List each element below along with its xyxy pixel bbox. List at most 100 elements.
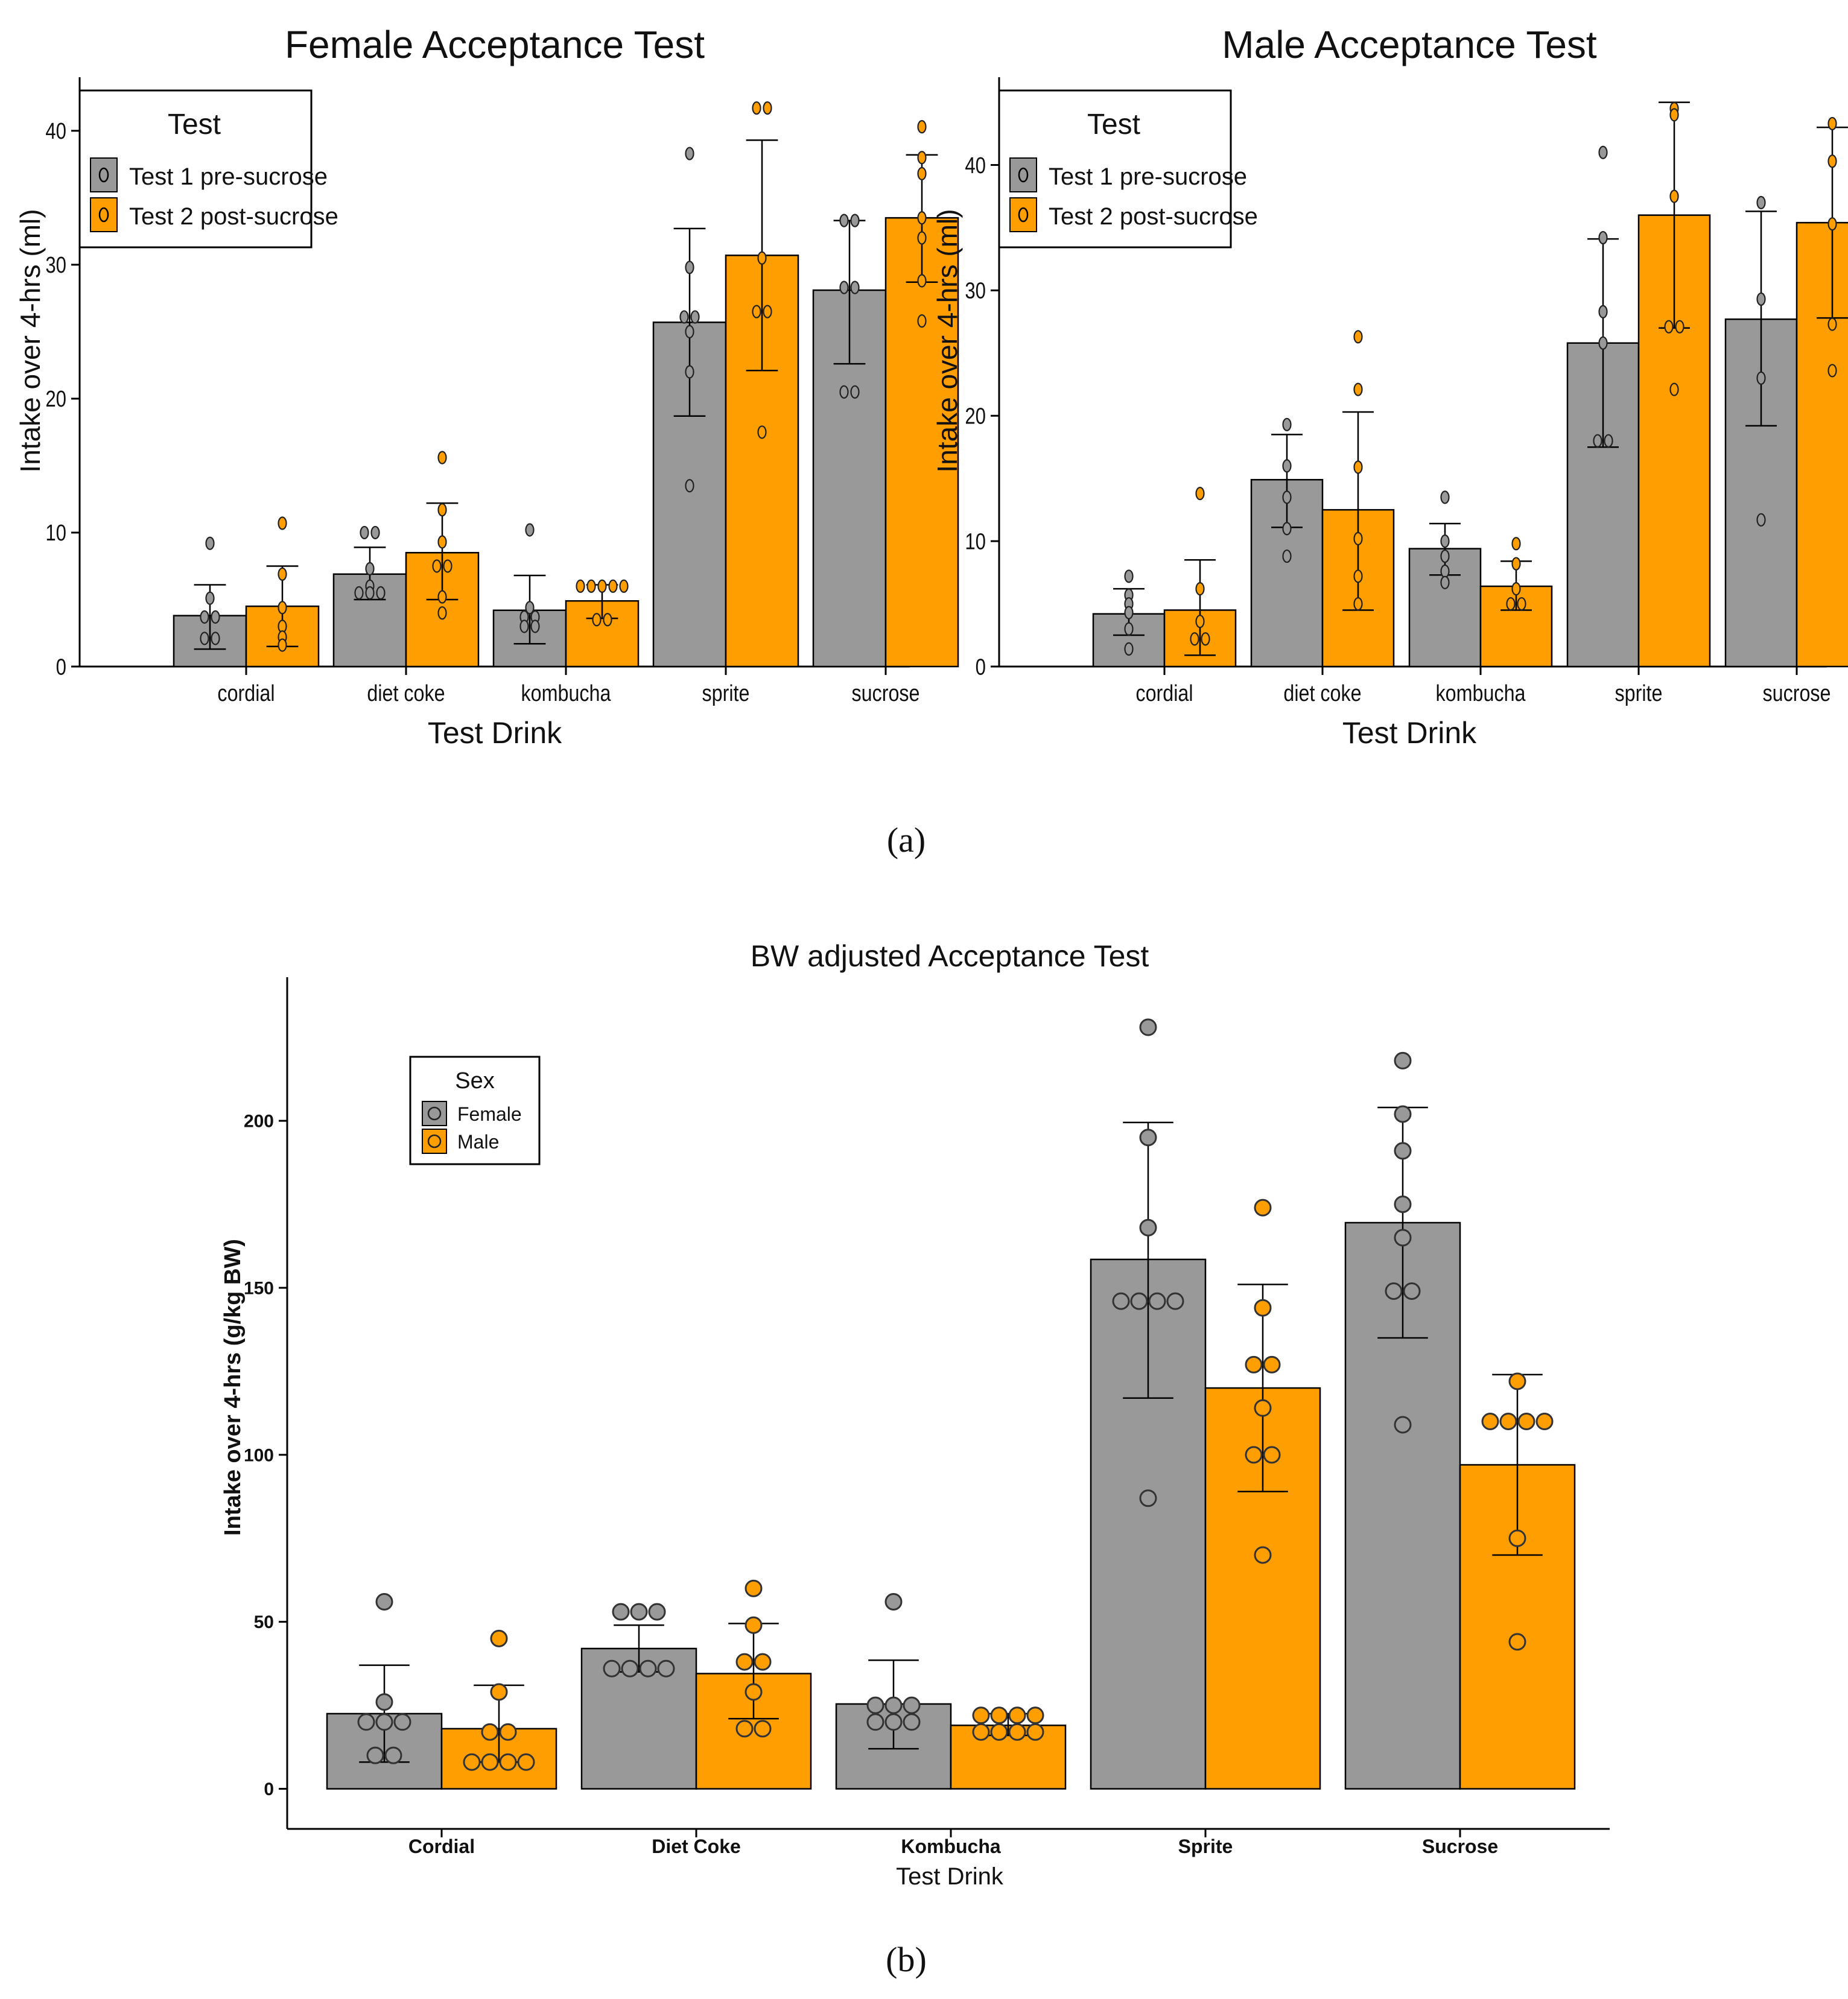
female-data-point bbox=[685, 261, 694, 274]
female-data-point bbox=[763, 101, 772, 115]
male-data-point bbox=[1282, 490, 1292, 504]
bw-data-point bbox=[972, 1706, 990, 1725]
male-data-point bbox=[1827, 116, 1837, 131]
bw-data-point bbox=[735, 1653, 754, 1671]
female-y-tick-label: 10 bbox=[45, 521, 66, 546]
female-data-point bbox=[839, 280, 849, 294]
female-data-point bbox=[205, 591, 215, 605]
female-data-point bbox=[278, 567, 287, 581]
bw-data-point bbox=[1385, 1282, 1403, 1300]
female-data-point bbox=[603, 613, 612, 627]
bw-data-point bbox=[1139, 1218, 1157, 1237]
female-data-point bbox=[850, 280, 860, 294]
female-data-point bbox=[757, 425, 767, 439]
diamond-point-icon bbox=[98, 167, 109, 183]
male-data-point bbox=[1353, 569, 1363, 583]
bw-data-point bbox=[990, 1723, 1008, 1741]
bw-data-point bbox=[1508, 1529, 1526, 1547]
female-y-tick-label: 0 bbox=[56, 654, 66, 680]
male-data-point bbox=[1598, 336, 1608, 350]
panel-label-a: (a) bbox=[887, 820, 926, 860]
male-x-tick-label: diet coke bbox=[1283, 681, 1361, 706]
male-data-point bbox=[1604, 434, 1613, 448]
bw-data-point bbox=[735, 1720, 754, 1738]
bw-data-point bbox=[1394, 1229, 1412, 1247]
bw-data-point bbox=[657, 1659, 675, 1677]
female-data-point bbox=[278, 601, 287, 615]
bw-data-point bbox=[630, 1603, 648, 1621]
female-data-point bbox=[376, 586, 386, 600]
chart-female-x-axis-title: Test Drink bbox=[428, 716, 562, 750]
female-data-point bbox=[530, 619, 540, 633]
female-data-point bbox=[917, 211, 927, 225]
female-data-point bbox=[360, 525, 369, 540]
female-x-tick-label: kombucha bbox=[521, 681, 611, 706]
chart-female-title: Female Acceptance Test bbox=[285, 23, 705, 66]
female-x-tick-label: cordial bbox=[217, 681, 275, 706]
bw-data-point bbox=[357, 1713, 375, 1731]
chart-male-title: Male Acceptance Test bbox=[1222, 23, 1597, 66]
bw-data-point bbox=[1139, 1129, 1157, 1147]
bw-data-point bbox=[1403, 1282, 1421, 1300]
female-data-point bbox=[576, 579, 585, 593]
male-data-point bbox=[1282, 459, 1292, 473]
legend-label-test2: Test 2 post-sucrose bbox=[129, 203, 338, 230]
male-data-point bbox=[1440, 575, 1450, 589]
male-data-point bbox=[1195, 615, 1205, 629]
male-data-point bbox=[1756, 195, 1766, 209]
male-data-point bbox=[1440, 549, 1450, 563]
bw-data-point bbox=[639, 1659, 657, 1677]
chart-male: Male Acceptance Test Intake over 4-hrs (… bbox=[932, 23, 1848, 750]
bw-data-point bbox=[1245, 1355, 1263, 1373]
male-data-point bbox=[1756, 292, 1766, 306]
bw-x-tick-label: Cordial bbox=[408, 1836, 475, 1857]
bw-y-tick-label: 150 bbox=[244, 1278, 274, 1298]
bw-data-point bbox=[481, 1723, 499, 1741]
bw-data-point bbox=[499, 1753, 517, 1771]
bw-data-point bbox=[1508, 1633, 1526, 1651]
bw-data-point bbox=[1008, 1706, 1026, 1725]
male-bar bbox=[1796, 221, 1848, 668]
bw-data-point bbox=[1245, 1446, 1263, 1464]
female-data-point bbox=[850, 214, 860, 227]
bw-data-point bbox=[481, 1753, 499, 1771]
male-data-point bbox=[1440, 490, 1450, 504]
circle-point-icon bbox=[427, 1106, 442, 1121]
male-data-point bbox=[1282, 417, 1292, 431]
bw-data-point bbox=[903, 1696, 921, 1714]
female-data-point bbox=[917, 151, 927, 165]
female-data-point bbox=[685, 365, 694, 379]
bw-data-point bbox=[903, 1713, 921, 1731]
bw-data-point bbox=[884, 1696, 903, 1714]
diamond-point-icon bbox=[1018, 207, 1029, 223]
female-data-point bbox=[917, 314, 927, 328]
bw-data-point bbox=[1394, 1105, 1412, 1123]
male-data-point bbox=[1124, 606, 1134, 619]
male-data-point bbox=[1282, 549, 1292, 563]
bw-data-point bbox=[1254, 1399, 1272, 1417]
bw-data-point bbox=[1394, 1142, 1412, 1160]
legend-title: Sex bbox=[455, 1068, 494, 1094]
male-data-point bbox=[1511, 557, 1521, 571]
bw-data-point bbox=[1026, 1723, 1044, 1741]
female-data-point bbox=[365, 562, 375, 576]
bw-data-point bbox=[1130, 1292, 1148, 1310]
male-data-point bbox=[1593, 434, 1602, 448]
legend-label-test1: Test 1 pre-sucrose bbox=[1049, 163, 1247, 190]
bw-data-point bbox=[648, 1603, 666, 1621]
chart-female: Female Acceptance Test Intake over 4-hrs… bbox=[14, 23, 959, 750]
female-data-point bbox=[200, 610, 209, 624]
circle-point-icon bbox=[427, 1134, 442, 1148]
female-data-point bbox=[437, 606, 447, 620]
bw-data-point bbox=[754, 1653, 772, 1671]
bw-data-point bbox=[754, 1720, 772, 1738]
male-data-point bbox=[1195, 487, 1205, 501]
bw-x-tick-label: Sprite bbox=[1178, 1836, 1233, 1857]
female-data-point bbox=[370, 525, 380, 540]
male-y-tick-label: 10 bbox=[965, 530, 986, 555]
male-data-point bbox=[1353, 330, 1363, 344]
bw-y-tick-label: 200 bbox=[244, 1112, 274, 1132]
bw-data-point bbox=[1112, 1292, 1130, 1310]
bw-data-point bbox=[490, 1629, 508, 1647]
female-data-point bbox=[685, 479, 694, 493]
